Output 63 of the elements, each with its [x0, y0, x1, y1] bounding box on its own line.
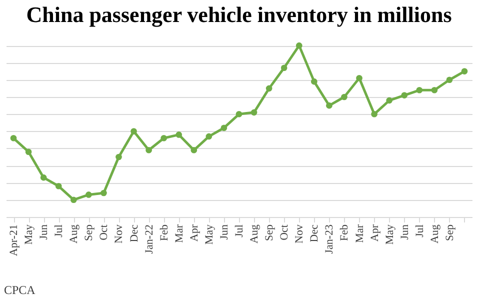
point — [190, 146, 198, 154]
point — [220, 124, 228, 132]
x-tick-label: Jan-22 — [143, 224, 156, 254]
point — [250, 109, 258, 116]
x-tick-label: Sep — [83, 224, 96, 241]
x-tick-label: Jul — [234, 224, 246, 238]
x-tick-label: Dec — [308, 224, 321, 242]
x-tick-label: Dec — [128, 224, 140, 242]
x-tick-label: Apr-21 — [8, 224, 20, 256]
x-tick-label: May — [384, 224, 396, 245]
x-tick-label: Mar — [173, 224, 186, 243]
x-tick-label: May — [203, 224, 216, 245]
x-tick-label: Sep — [264, 224, 276, 241]
x-tick-label: Aug — [68, 224, 80, 244]
point — [431, 86, 438, 94]
x-tick-label: Nov — [294, 224, 306, 244]
point — [356, 74, 362, 82]
point — [296, 42, 302, 49]
point — [10, 134, 17, 142]
x-tick-label: Feb — [338, 224, 351, 241]
point — [236, 110, 242, 118]
point — [25, 148, 32, 156]
x-tick-label: Nov — [113, 224, 126, 244]
x-tick-label: Apr — [368, 224, 381, 242]
point — [160, 134, 167, 142]
x-tick-label: May — [23, 224, 36, 245]
point — [130, 128, 137, 134]
point — [86, 192, 92, 198]
x-tick-label: Jul — [414, 224, 426, 238]
point — [386, 97, 392, 104]
x-tick-label: Mar — [354, 224, 366, 243]
x-tick-label: Apr — [188, 224, 200, 242]
point — [206, 133, 212, 140]
x-tick-label: Jun — [218, 224, 230, 240]
point — [401, 92, 408, 98]
text: CPCA — [4, 283, 36, 298]
point — [146, 146, 152, 154]
x-tick-label: Jul — [53, 224, 66, 238]
point — [176, 132, 182, 138]
point — [416, 86, 423, 94]
x-tick-label: Feb — [158, 224, 170, 241]
x-tick-label: Aug — [428, 224, 441, 244]
point — [100, 190, 107, 196]
point — [446, 76, 453, 84]
point — [116, 154, 122, 160]
x-tick-label: Aug — [248, 224, 261, 244]
x-tick-label: Oct — [278, 224, 291, 240]
x-tick-label: Jan-23 — [324, 224, 336, 254]
point — [371, 110, 378, 118]
x-tick-label: Oct — [98, 224, 110, 240]
x-tick-label: Jun — [38, 224, 50, 240]
x-tick-label: Jun — [398, 224, 411, 240]
point — [55, 182, 62, 190]
point — [341, 94, 348, 100]
point — [280, 64, 288, 72]
point — [70, 196, 77, 204]
chart-title: China passenger vehicle inventory in millions — [26, 2, 452, 27]
point — [40, 174, 47, 181]
point — [311, 78, 318, 85]
point — [461, 68, 468, 74]
x-tick-label: Sep — [444, 224, 456, 241]
point — [266, 85, 272, 92]
point — [326, 102, 332, 109]
